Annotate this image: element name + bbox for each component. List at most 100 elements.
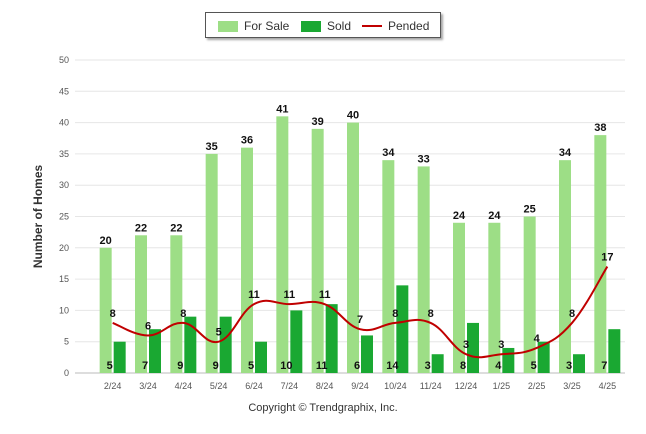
for-sale-value-label: 41 bbox=[276, 103, 288, 115]
for-sale-swatch bbox=[218, 20, 238, 32]
for-sale-value-label: 20 bbox=[100, 235, 112, 247]
sold-value-label: 9 bbox=[177, 360, 183, 372]
for-sale-bar bbox=[559, 160, 571, 373]
for-sale-bar bbox=[241, 147, 253, 373]
for-sale-bar bbox=[135, 235, 147, 373]
x-tick-label: 1/25 bbox=[493, 381, 511, 391]
y-tick-label: 5 bbox=[64, 337, 69, 347]
pended-value-label: 8 bbox=[428, 308, 434, 320]
pended-value-label: 11 bbox=[248, 289, 260, 301]
for-sale-bar bbox=[488, 222, 501, 373]
x-tick-label: 12/24 bbox=[455, 381, 478, 391]
sold-bar bbox=[290, 310, 303, 373]
sold-value-label: 7 bbox=[142, 360, 148, 372]
for-sale-value-label: 36 bbox=[241, 135, 253, 147]
sold-value-label: 10 bbox=[280, 360, 292, 372]
for-sale-bar bbox=[170, 235, 183, 373]
sold-bar bbox=[396, 285, 409, 373]
for-sale-bar bbox=[276, 116, 289, 373]
x-tick-label: 3/25 bbox=[563, 381, 581, 391]
x-tick-label: 3/24 bbox=[139, 381, 157, 391]
sold-value-label: 3 bbox=[566, 360, 572, 372]
y-axis-title: Number of Homes bbox=[31, 165, 45, 269]
sold-bar bbox=[361, 335, 373, 373]
y-tick-label: 0 bbox=[64, 368, 69, 378]
sold-value-label: 5 bbox=[107, 360, 113, 372]
sold-value-label: 4 bbox=[495, 360, 502, 372]
y-tick-label: 25 bbox=[59, 212, 69, 222]
pended-value-label: 4 bbox=[534, 333, 541, 345]
y-tick-label: 15 bbox=[59, 274, 69, 284]
pended-value-label: 5 bbox=[216, 327, 222, 339]
x-tick-label: 7/24 bbox=[281, 381, 299, 391]
for-sale-value-label: 24 bbox=[453, 210, 466, 222]
y-tick-label: 50 bbox=[59, 55, 69, 65]
pended-value-label: 6 bbox=[145, 320, 151, 332]
sold-bar bbox=[325, 304, 338, 373]
sold-value-label: 8 bbox=[460, 360, 466, 372]
y-tick-label: 20 bbox=[59, 243, 69, 253]
legend-item-sold[interactable]: Sold bbox=[301, 19, 351, 33]
x-tick-label: 10/24 bbox=[384, 381, 407, 391]
legend-item-for-sale[interactable]: For Sale bbox=[218, 19, 289, 33]
for-sale-bar bbox=[382, 160, 395, 373]
sold-swatch bbox=[301, 20, 321, 32]
for-sale-bar bbox=[417, 166, 430, 373]
for-sale-value-label: 22 bbox=[170, 222, 182, 234]
pended-value-label: 8 bbox=[392, 308, 398, 320]
legend-label-sold: Sold bbox=[327, 19, 352, 33]
copyright-footer: Copyright © Trendgraphix, Inc. bbox=[248, 402, 398, 414]
y-tick-label: 10 bbox=[59, 305, 69, 315]
pended-value-label: 17 bbox=[601, 252, 613, 264]
sold-value-label: 5 bbox=[248, 360, 254, 372]
pended-line bbox=[112, 266, 609, 359]
for-sale-bar bbox=[523, 216, 536, 373]
x-tick-label: 11/24 bbox=[420, 381, 442, 391]
legend-label-pended: Pended bbox=[388, 19, 430, 33]
x-tick-label: 6/24 bbox=[245, 381, 263, 391]
sold-bar bbox=[255, 341, 267, 373]
for-sale-value-label: 34 bbox=[382, 147, 395, 159]
pended-value-label: 11 bbox=[284, 289, 296, 301]
sold-bar bbox=[219, 316, 232, 373]
for-sale-value-label: 22 bbox=[135, 222, 147, 234]
pended-value-label: 3 bbox=[463, 339, 469, 351]
y-tick-label: 40 bbox=[59, 118, 69, 128]
x-tick-label: 2/24 bbox=[104, 381, 122, 391]
for-sale-value-label: 33 bbox=[418, 153, 430, 165]
pended-value-label: 7 bbox=[357, 314, 363, 326]
pended-swatch bbox=[362, 25, 382, 27]
y-tick-label: 45 bbox=[59, 86, 69, 96]
for-sale-bar bbox=[594, 135, 607, 373]
sold-bar bbox=[502, 347, 515, 373]
sold-bar bbox=[608, 329, 621, 373]
for-sale-value-label: 34 bbox=[559, 147, 572, 159]
sold-bar bbox=[113, 341, 126, 373]
sold-value-label: 3 bbox=[425, 360, 431, 372]
sold-value-label: 6 bbox=[354, 360, 360, 372]
x-tick-label: 5/24 bbox=[210, 381, 228, 391]
for-sale-bar bbox=[205, 153, 218, 373]
sold-value-label: 7 bbox=[601, 360, 607, 372]
for-sale-bar bbox=[347, 122, 359, 373]
for-sale-value-label: 35 bbox=[206, 141, 218, 153]
pended-value-label: 8 bbox=[110, 308, 116, 320]
legend: For Sale Sold Pended bbox=[205, 12, 441, 38]
legend-item-pended[interactable]: Pended bbox=[362, 19, 429, 33]
for-sale-value-label: 38 bbox=[594, 122, 606, 134]
for-sale-bar bbox=[99, 247, 112, 373]
for-sale-value-label: 40 bbox=[347, 110, 359, 122]
sold-bar bbox=[149, 329, 161, 373]
x-tick-label: 4/25 bbox=[599, 381, 617, 391]
for-sale-value-label: 39 bbox=[312, 116, 324, 128]
for-sale-bar bbox=[311, 128, 324, 373]
y-tick-label: 35 bbox=[59, 149, 69, 159]
x-tick-label: 4/24 bbox=[175, 381, 193, 391]
y-tick-label: 30 bbox=[59, 180, 69, 190]
pended-value-label: 8 bbox=[569, 308, 575, 320]
for-sale-value-label: 25 bbox=[524, 204, 536, 216]
for-sale-value-label: 24 bbox=[488, 210, 501, 222]
x-tick-label: 9/24 bbox=[351, 381, 369, 391]
pended-value-label: 8 bbox=[180, 308, 186, 320]
pended-value-label: 3 bbox=[498, 339, 504, 351]
